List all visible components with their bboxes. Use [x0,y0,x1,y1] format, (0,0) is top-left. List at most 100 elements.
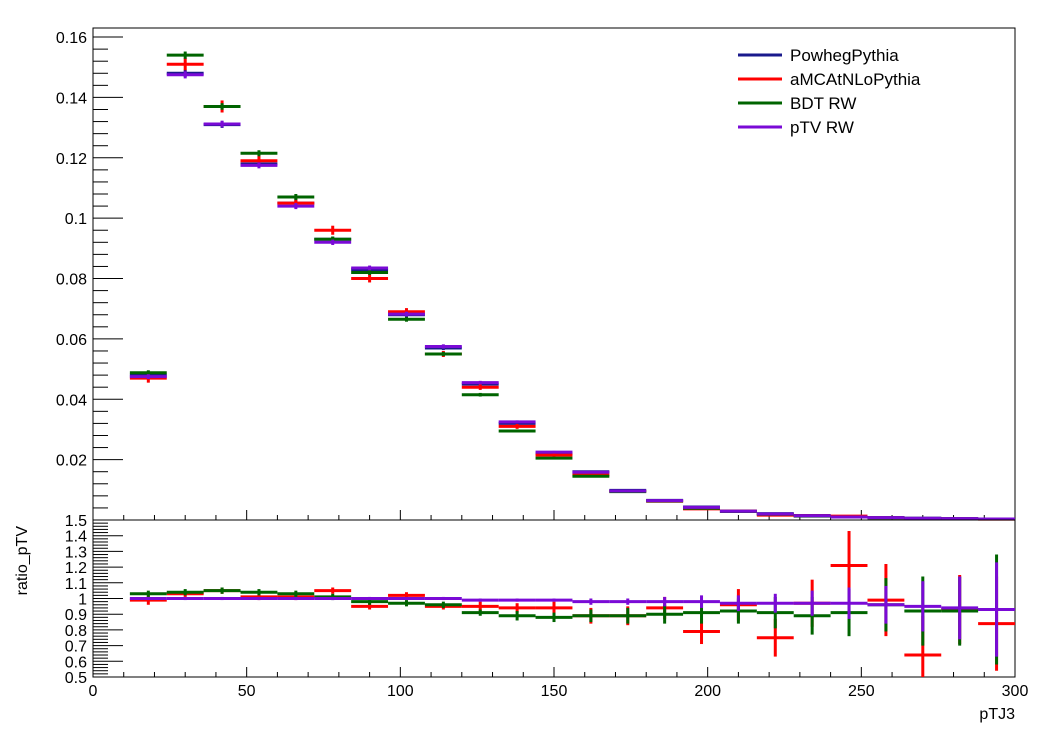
ratio-series-1-point [166,589,204,596]
legend-label: PowhegPythia [790,46,899,65]
x-tick-label: 0 [89,683,98,700]
legend: PowhegPythia aMCAtNLoPythia BDT RW pTV RW [738,46,921,137]
ratio-series-2-point [646,596,684,607]
ratio-series-2-point [129,596,167,601]
ratio-series-2-point [830,587,868,619]
series-ptv-rw-point [830,515,868,519]
ratio-series-1-point [498,611,536,621]
series-ptv-rw-point [424,344,462,349]
series-ptv-rw-point [240,162,278,169]
ratio-series-2-point [240,596,278,601]
ratio-series-1-point [424,601,462,608]
ratio-series-2-point [314,596,352,601]
ratio-series-2-point [166,596,204,601]
main-panel: 0.02 0.04 0.06 0.08 0.1 0.12 0.14 0.16 [56,27,1016,521]
legend-label: pTV RW [790,118,854,137]
ratio-series-2-point [683,595,720,608]
series-amcatnlopythia-point [166,58,204,71]
ratio-series-0-point [314,587,352,594]
ratio-y-tick-label: 0.5 [65,670,87,687]
y-tick-label: 0.14 [56,90,87,107]
ratio-series-1-point [535,612,573,623]
ratio-y-tick-label: 1.5 [65,513,87,530]
ratio-y-tick-label: 1 [78,592,87,609]
ratio-y-tick-label: 0.7 [65,639,87,656]
x-tick-label: 150 [541,683,568,700]
ratio-series-2-point [978,562,1015,657]
ratio-series-2-point [867,585,905,624]
legend-entry: aMCAtNLoPythia [738,70,921,89]
series-ptv-rw-point [461,380,499,385]
series-ptv-rw-point [646,499,684,503]
ratio-series-2-point [572,598,610,605]
y-tick-label: 0.02 [56,453,87,470]
series-bdt-rw-point [166,51,204,59]
ratio-y-tick-label: 1.4 [65,529,87,546]
series-ptv-rw-point [129,374,167,380]
x-tick-label: 300 [1002,683,1029,700]
series-amcatnlopythia-point [461,384,499,390]
series-bdt-rw-point [203,103,241,110]
ratio-series-1-point [129,590,167,597]
series-amcatnlopythia-point [351,274,389,283]
series-bdt-rw-point [277,194,315,201]
y-tick-label: 0.1 [65,211,87,228]
y-tick-label: 0.08 [56,272,87,289]
series-ptv-rw-point [535,450,573,454]
ratio-series-2-point [461,598,499,602]
legend-label: aMCAtNLoPythia [790,70,921,89]
series-bdt-rw-point [424,351,462,357]
series-ptv-rw-point [203,120,241,128]
legend-label: BDT RW [790,94,856,113]
ratio-series-2-point [719,595,757,612]
ratio-series-1-point [461,609,499,616]
ratio-series-1-point [646,604,684,624]
series-bdt-rw-point [535,456,573,460]
ratio-series-2-point [941,576,979,640]
series-bdt-rw-point [461,392,499,397]
x-tick-label: 50 [238,683,256,700]
ratio-series-2-point [793,590,831,616]
ratio-series-1-point [388,600,425,607]
series-bdt-rw-point [388,316,425,322]
series-ptv-rw-point [683,505,720,509]
x-axis-title: pTJ3 [979,706,1015,723]
series-ptv-rw-point [719,509,757,513]
series-amcatnlopythia-point [535,453,573,457]
series-ptv-rw-point [277,203,315,210]
ratio-series-2-point [203,596,241,601]
ratio-series-1-point [203,587,241,594]
ratio-series-1-point [277,590,315,597]
ratio-y-tick-label: 1.1 [65,576,87,593]
ratio-y-tick-label: 1.2 [65,560,87,577]
main-plot-frame [92,27,1016,521]
legend-entry: pTV RW [738,118,854,137]
ratio-series-1-point [240,589,278,596]
series-ptv-rw-point [314,239,352,246]
series-ptv-rw-point [388,311,425,317]
ratio-series-1-point [572,609,610,623]
y-tick-label: 0.06 [56,332,87,349]
ratio-y-tick-label: 1.3 [65,544,87,561]
series-ptv-rw-point [609,489,647,493]
y-axis-title: ratio_pTV [14,526,31,596]
series-bdt-rw-point [572,474,610,478]
series-ptv-rw-point [793,514,831,518]
series-ptv-rw-point [756,512,794,516]
ratio-series-2-point [277,596,315,601]
ratio-series-2-point [609,598,647,605]
ratio-series-2-point [498,598,536,602]
ratio-panel: 0.50.60.70.80.911.11.21.31.41.5 0 50 100 150… [14,513,1028,723]
ratio-series-1-point [609,607,647,624]
ratio-series-2-point [424,596,462,601]
ratio-series-2-point [535,598,573,602]
series-bdt-rw-point [351,270,389,275]
ratio-y-tick-label: 0.8 [65,623,87,640]
series-bdt-rw-point [498,429,536,433]
ratio-y-tick-label: 0.9 [65,607,87,624]
ratio-series-2-point [388,596,425,601]
ratio-series-2-point [904,581,942,632]
series-amcatnlopythia-point [498,424,536,429]
y-tick-label: 0.04 [56,392,87,409]
